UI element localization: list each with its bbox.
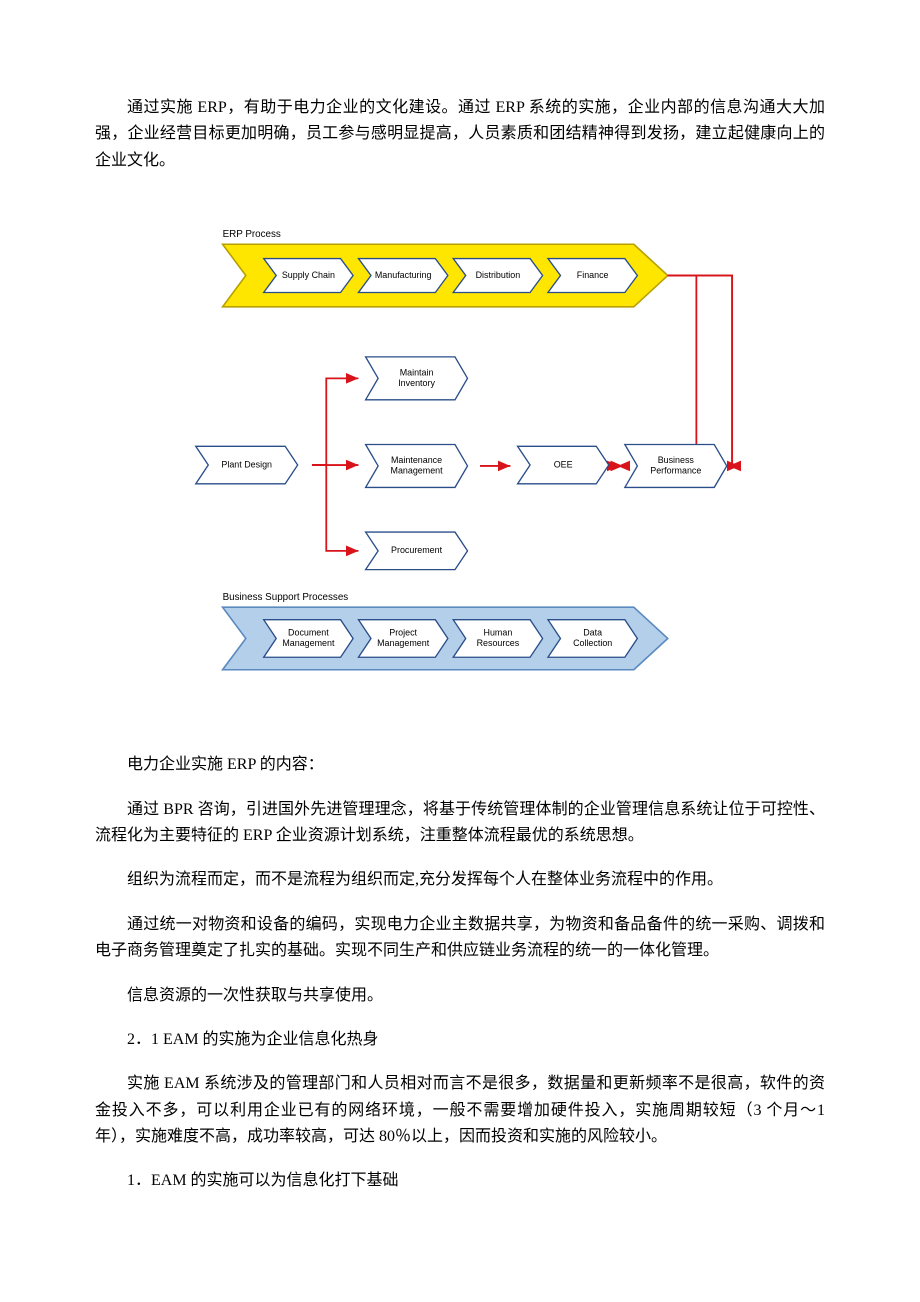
erp-process-diagram: ERP Process Supply Chain Manufacturing Dist… <box>160 192 825 727</box>
svg-text:Management: Management <box>377 638 430 648</box>
svg-text:Business: Business <box>658 455 695 465</box>
svg-text:Resources: Resources <box>477 638 520 648</box>
paragraph-5: 通过统一对物资和设备的编码，实现电力企业主数据共享，为物资和备品备件的统一采购、… <box>95 912 825 965</box>
paragraph-1: 通过实施 ERP，有助于电力企业的文化建设。通过 ERP 系统的实施，企业内部的… <box>95 95 825 174</box>
paragraph-2: 电力企业实施 ERP 的内容： <box>95 752 825 778</box>
svg-text:Collection: Collection <box>573 638 612 648</box>
svg-text:Human: Human <box>484 628 513 638</box>
svg-text:Maintenance: Maintenance <box>391 455 442 465</box>
svg-text:ERP Process: ERP Process <box>223 229 281 240</box>
svg-text:Supply Chain: Supply Chain <box>282 270 335 280</box>
svg-text:Performance: Performance <box>650 466 701 476</box>
svg-text:Manufacturing: Manufacturing <box>375 270 432 280</box>
paragraph-6: 信息资源的一次性获取与共享使用。 <box>95 983 825 1009</box>
svg-text:Management: Management <box>282 638 335 648</box>
svg-text:Data: Data <box>583 628 602 638</box>
svg-text:Distribution: Distribution <box>476 270 521 280</box>
paragraph-8: 实施 EAM 系统涉及的管理部门和人员相对而言不是很多，数据量和更新频率不是很高… <box>95 1071 825 1150</box>
svg-text:Inventory: Inventory <box>398 378 435 388</box>
svg-text:Plant Design: Plant Design <box>221 460 272 470</box>
svg-text:Procurement: Procurement <box>391 545 443 555</box>
paragraph-3: 通过 BPR 咨询，引进国外先进管理理念，将基于传统管理体制的企业管理信息系统让… <box>95 797 825 850</box>
document-page: 通过实施 ERP，有助于电力企业的文化建设。通过 ERP 系统的实施，企业内部的… <box>0 0 920 1253</box>
svg-text:Document: Document <box>288 628 329 638</box>
svg-text:OEE: OEE <box>554 460 573 470</box>
diagram-svg: ERP Process Supply Chain Manufacturing Dist… <box>160 192 750 722</box>
svg-text:Management: Management <box>391 466 444 476</box>
svg-text:Maintain: Maintain <box>400 368 434 378</box>
paragraph-4: 组织为流程而定，而不是流程为组织而定,充分发挥每个人在整体业务流程中的作用。 <box>95 867 825 893</box>
svg-text:Business Support Processes: Business Support Processes <box>223 592 349 603</box>
svg-text:Finance: Finance <box>577 270 609 280</box>
paragraph-9: 1．EAM 的实施可以为信息化打下基础 <box>95 1168 825 1194</box>
svg-text:Project: Project <box>389 628 417 638</box>
paragraph-7: 2．1 EAM 的实施为企业信息化热身 <box>95 1027 825 1053</box>
